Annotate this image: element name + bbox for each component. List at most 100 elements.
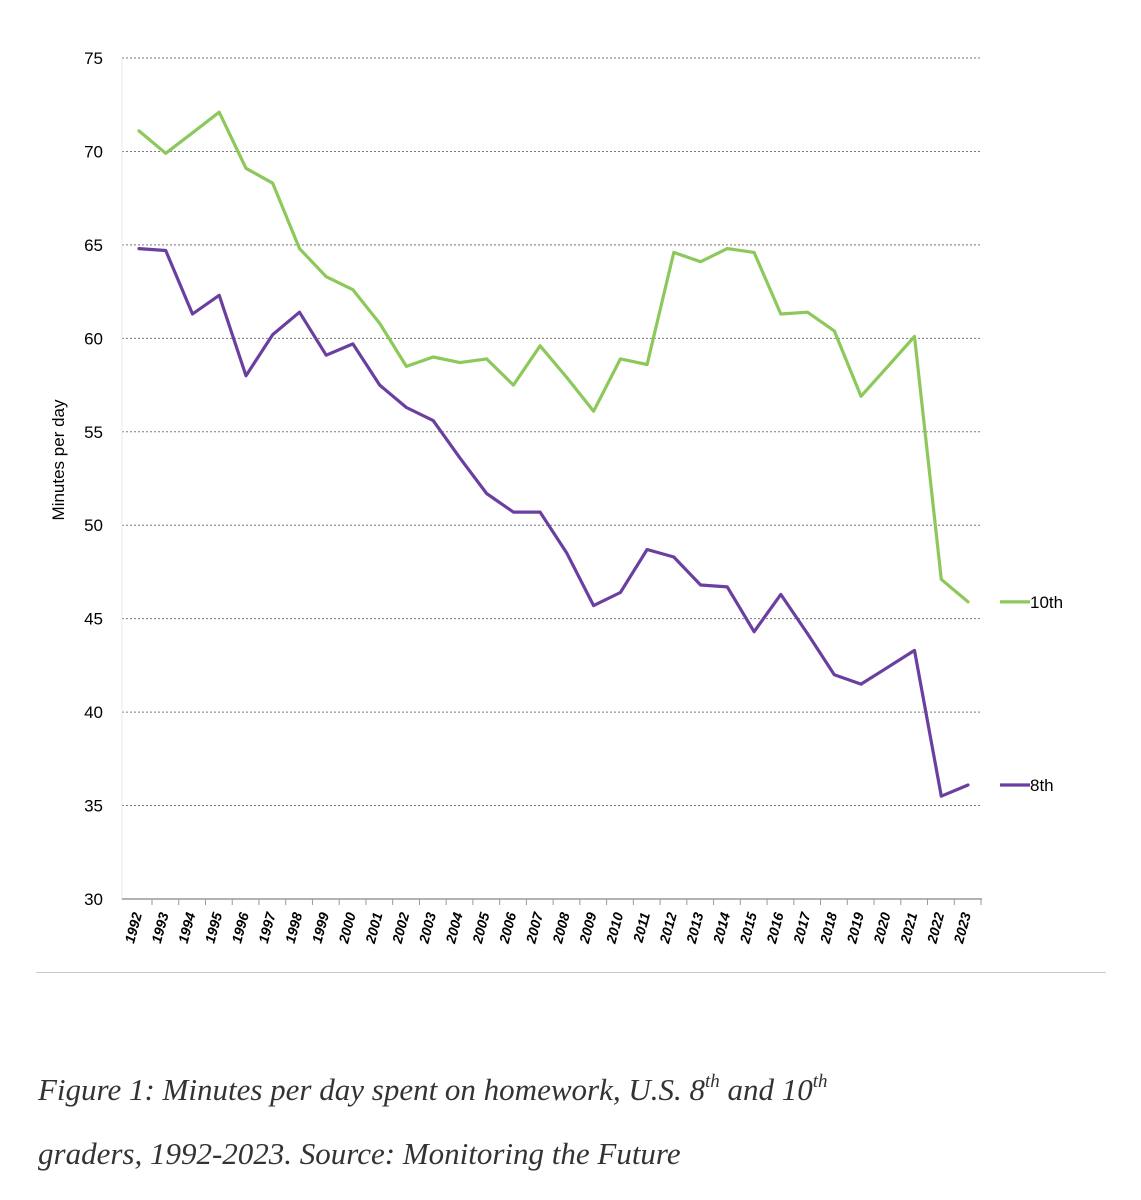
x-tick-label-2007: 2007 [522, 909, 546, 945]
data-point-10th-2013 [700, 261, 702, 263]
x-tick-label-2001: 2001 [362, 910, 386, 945]
data-point-10th-2016 [780, 313, 782, 315]
data-point-10th-2005 [486, 358, 488, 360]
x-tick-label-1997: 1997 [255, 909, 279, 944]
data-point-10th-2004 [459, 362, 461, 364]
legend-label-10th: 10th [1030, 593, 1063, 612]
series-line-8th [137, 247, 970, 798]
data-point-8th-1999 [325, 354, 327, 356]
x-tick-label-2011: 2011 [629, 910, 653, 944]
x-tick-label-2000: 2000 [335, 910, 359, 945]
caption-sup-2: th [812, 1071, 828, 1092]
data-point-8th-2000 [352, 343, 354, 345]
x-tick-label-1999: 1999 [309, 910, 333, 944]
data-point-10th-2017 [807, 311, 809, 313]
y-tick-label-75: 75 [84, 49, 103, 68]
series-line-10th [137, 110, 970, 604]
data-point-10th-2018 [833, 330, 835, 332]
caption-text-2: and 10 [719, 1072, 813, 1107]
data-point-8th-2006 [512, 511, 514, 513]
divider [36, 972, 1106, 973]
data-point-10th-2009 [593, 410, 595, 412]
x-tick-label-2017: 2017 [790, 909, 814, 945]
data-point-8th-2008 [566, 552, 568, 554]
data-point-8th-2003 [432, 420, 434, 422]
data-point-8th-1998 [298, 311, 300, 313]
data-point-10th-2011 [646, 363, 648, 365]
data-point-10th-1997 [272, 182, 274, 184]
x-tick-label-2002: 2002 [389, 910, 413, 945]
x-tick-label-2006: 2006 [496, 910, 520, 945]
data-point-8th-2018 [833, 674, 835, 676]
data-point-10th-2001 [379, 322, 381, 324]
figure-caption: Figure 1: Minutes per day spent on homew… [38, 1058, 1098, 1186]
x-tick-label-2013: 2013 [683, 910, 707, 945]
caption-text-3: graders, 1992-2023. Source: Monitoring t… [38, 1136, 681, 1171]
x-tick-label-2023: 2023 [950, 910, 974, 945]
x-tick-label-1993: 1993 [148, 910, 172, 944]
data-point-8th-2011 [646, 549, 648, 551]
data-point-8th-2023 [967, 784, 969, 786]
data-point-10th-1995 [218, 111, 220, 113]
data-point-8th-2020 [887, 666, 889, 668]
data-point-8th-2002 [405, 406, 407, 408]
data-point-8th-1996 [245, 375, 247, 377]
data-point-8th-2009 [593, 605, 595, 607]
data-point-10th-2020 [887, 365, 889, 367]
legend-label-8th: 8th [1030, 776, 1054, 795]
data-point-10th-1992 [138, 130, 140, 132]
x-tick-label-2008: 2008 [549, 910, 573, 945]
data-point-10th-2019 [860, 395, 862, 397]
data-point-8th-2010 [619, 592, 621, 594]
data-point-10th-1996 [245, 167, 247, 169]
data-point-8th-2012 [673, 556, 675, 558]
data-point-10th-2022 [940, 578, 942, 580]
data-point-10th-2002 [405, 365, 407, 367]
x-tick-label-1996: 1996 [228, 910, 252, 944]
y-tick-label-65: 65 [84, 236, 103, 255]
x-tick-label-2010: 2010 [602, 910, 626, 945]
legend: 10th 8th [1000, 593, 1063, 795]
x-tick-label-2012: 2012 [656, 910, 680, 945]
data-point-10th-2015 [753, 251, 755, 253]
x-tick-label-2016: 2016 [763, 910, 787, 945]
data-point-8th-2005 [486, 492, 488, 494]
data-point-8th-2007 [539, 511, 541, 513]
data-point-10th-2021 [914, 335, 916, 337]
x-tick-label-1998: 1998 [282, 910, 306, 944]
data-point-10th-2023 [967, 601, 969, 603]
data-point-8th-2016 [780, 593, 782, 595]
x-tick-label-2020: 2020 [870, 910, 894, 945]
data-point-8th-2001 [379, 384, 381, 386]
y-tick-label-30: 30 [84, 890, 103, 909]
x-tick-label-1995: 1995 [202, 910, 226, 944]
y-tick-label-55: 55 [84, 423, 103, 442]
x-tick-label-2015: 2015 [736, 910, 760, 945]
x-tick-label-2022: 2022 [923, 910, 947, 945]
y-tick-label-45: 45 [84, 610, 103, 629]
data-point-10th-2010 [619, 358, 621, 360]
data-point-8th-1993 [165, 249, 167, 251]
data-point-10th-1998 [298, 248, 300, 250]
y-tick-label-60: 60 [84, 329, 103, 348]
data-point-10th-1999 [325, 276, 327, 278]
data-point-8th-2019 [860, 683, 862, 685]
x-tick-labels: 1992 1993 1994 1995 1996 1997 1998 1999 2000 2001… [121, 899, 982, 946]
x-tick-label-2021: 2021 [897, 910, 921, 945]
data-point-10th-2003 [432, 356, 434, 358]
y-tick-labels: 30 35 40 45 50 55 60 65 70 75 [84, 49, 103, 909]
caption-sup-1: th [704, 1071, 720, 1092]
x-tick-label-2018: 2018 [816, 910, 840, 945]
x-tick-label-2019: 2019 [843, 910, 867, 945]
data-point-8th-1997 [272, 334, 274, 336]
gridlines [122, 57, 982, 807]
data-point-8th-2015 [753, 631, 755, 633]
data-point-8th-2013 [700, 584, 702, 586]
data-point-8th-2017 [807, 633, 809, 635]
data-point-10th-2007 [539, 345, 541, 347]
data-point-10th-1993 [165, 152, 167, 154]
x-tick-label-2009: 2009 [576, 910, 600, 945]
data-point-8th-2004 [459, 457, 461, 459]
data-point-8th-1994 [191, 313, 193, 315]
data-point-10th-2014 [726, 248, 728, 250]
